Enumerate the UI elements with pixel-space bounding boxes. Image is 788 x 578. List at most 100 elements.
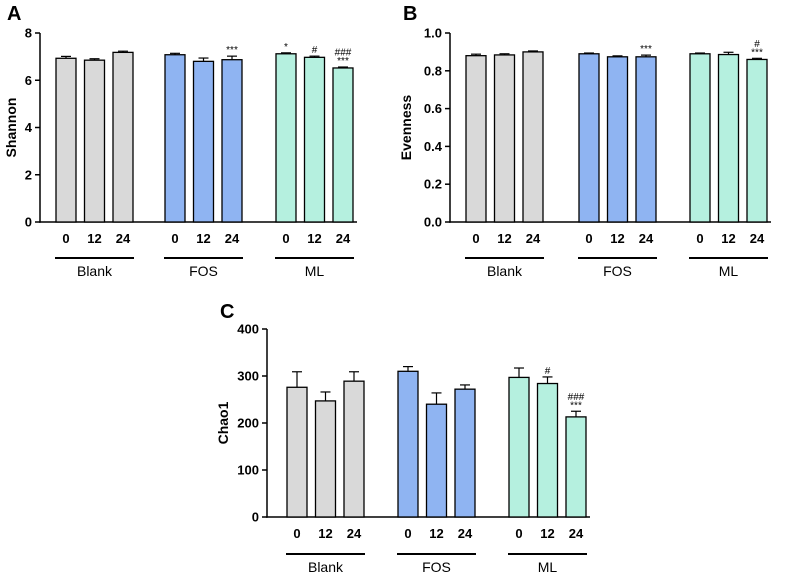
x-tick-label: 0 xyxy=(472,231,479,246)
x-tick-label: 24 xyxy=(569,526,584,541)
x-tick-label: 24 xyxy=(116,231,131,246)
bar-fos-0 xyxy=(164,54,186,223)
bar-ml-12 xyxy=(303,56,326,223)
significance-marker: # xyxy=(312,45,318,56)
bar-blank-0 xyxy=(465,55,487,223)
x-tick-label: 0 xyxy=(282,231,289,246)
group-label: Blank xyxy=(308,559,344,575)
y-tick-label: 0.2 xyxy=(424,177,442,192)
bar-ml-0 xyxy=(508,376,530,518)
group-label: ML xyxy=(719,263,739,279)
x-tick-label: 12 xyxy=(87,231,101,246)
bar-blank-0 xyxy=(55,57,77,223)
x-tick-label: 24 xyxy=(347,526,362,541)
x-tick-label: 0 xyxy=(171,231,178,246)
significance-marker: # xyxy=(545,366,551,377)
bar-fos-24 xyxy=(454,388,476,518)
bar-blank-12 xyxy=(314,400,337,518)
bar-ml-12 xyxy=(536,382,559,518)
x-tick-label: 12 xyxy=(497,231,511,246)
group-label: ML xyxy=(538,559,558,575)
group-label: FOS xyxy=(603,263,632,279)
bar-fos-24 xyxy=(635,56,657,223)
y-axis-label: Evenness xyxy=(398,95,414,161)
significance-marker: *** xyxy=(751,47,763,58)
bar-blank-24 xyxy=(112,51,134,223)
panel-label: C xyxy=(220,301,234,323)
group-label: FOS xyxy=(422,559,451,575)
x-tick-label: 0 xyxy=(404,526,411,541)
y-tick-label: 2 xyxy=(25,167,32,182)
x-tick-label: 24 xyxy=(458,526,473,541)
x-tick-label: 0 xyxy=(585,231,592,246)
y-tick-label: 0.0 xyxy=(424,215,442,230)
x-tick-label: 0 xyxy=(62,231,69,246)
x-tick-label: 12 xyxy=(307,231,321,246)
bar-fos-24 xyxy=(221,59,243,223)
y-tick-label: 8 xyxy=(25,26,32,41)
group-label: ML xyxy=(305,263,325,279)
y-axis-label: Chao1 xyxy=(215,401,231,444)
y-tick-label: 0.4 xyxy=(424,139,443,154)
significance-marker: *** xyxy=(640,44,652,55)
bar-fos-12 xyxy=(425,403,448,518)
y-tick-label: 4 xyxy=(25,120,33,135)
y-tick-label: 0.8 xyxy=(424,63,442,78)
y-tick-label: 0.6 xyxy=(424,101,442,116)
significance-marker: *** xyxy=(337,56,349,67)
panel-c: C Chao1 0 100 200 300 400 0 12 24 Blank 0 12 24 FOS 0 #1… xyxy=(215,301,590,575)
y-tick-label: 300 xyxy=(237,369,259,384)
y-tick-label: 0 xyxy=(252,510,259,525)
group-label: Blank xyxy=(77,263,113,279)
x-tick-label: 12 xyxy=(610,231,624,246)
x-tick-label: 12 xyxy=(318,526,332,541)
x-tick-label: 24 xyxy=(750,231,765,246)
y-tick-label: 6 xyxy=(25,73,32,88)
significance-marker: * xyxy=(284,42,288,53)
y-tick-label: 100 xyxy=(237,463,259,478)
panel-label: A xyxy=(7,3,21,25)
panel-label: B xyxy=(403,3,417,25)
bar-fos-12 xyxy=(192,60,215,223)
y-tick-label: 0 xyxy=(25,215,32,230)
bar-blank-12 xyxy=(493,54,516,223)
significance-marker: # xyxy=(754,39,760,50)
x-tick-label: 0 xyxy=(696,231,703,246)
y-tick-label: 400 xyxy=(237,322,259,337)
bar-ml-12 xyxy=(717,53,740,223)
x-tick-label: 12 xyxy=(540,526,554,541)
significance-marker: *** xyxy=(226,45,238,56)
significance-marker: *** xyxy=(570,400,582,411)
significance-marker: ### xyxy=(568,392,585,403)
bar-blank-24 xyxy=(522,51,544,223)
bar-blank-0 xyxy=(286,386,308,518)
bar-ml-24 xyxy=(746,58,768,223)
y-axis-label: Shannon xyxy=(3,98,19,158)
y-tick-label: 1.0 xyxy=(424,26,442,41)
x-tick-label: 12 xyxy=(429,526,443,541)
x-tick-label: 0 xyxy=(293,526,300,541)
bar-ml-0 xyxy=(275,53,297,223)
bar-ml-0 xyxy=(689,53,711,223)
bar-fos-0 xyxy=(397,370,419,518)
bar-fos-12 xyxy=(606,56,629,223)
group-label: FOS xyxy=(189,263,218,279)
x-tick-label: 0 xyxy=(515,526,522,541)
bar-ml-24 xyxy=(332,67,354,223)
x-tick-label: 24 xyxy=(225,231,240,246)
x-tick-label: 12 xyxy=(196,231,210,246)
y-tick-label: 200 xyxy=(237,416,259,431)
panel-b: B Evenness 0.0 0.2 0.4 0.6 0.8 1.0 0 12 24 Blank 0 12… xyxy=(398,3,771,279)
bar-ml-24 xyxy=(565,416,587,518)
x-tick-label: 24 xyxy=(526,231,541,246)
bar-blank-24 xyxy=(343,380,365,518)
x-tick-label: 12 xyxy=(721,231,735,246)
bar-fos-0 xyxy=(578,53,600,223)
x-tick-label: 24 xyxy=(639,231,654,246)
group-label: Blank xyxy=(487,263,523,279)
significance-marker: ### xyxy=(335,48,352,59)
x-tick-label: 24 xyxy=(336,231,351,246)
bar-blank-12 xyxy=(83,59,106,223)
